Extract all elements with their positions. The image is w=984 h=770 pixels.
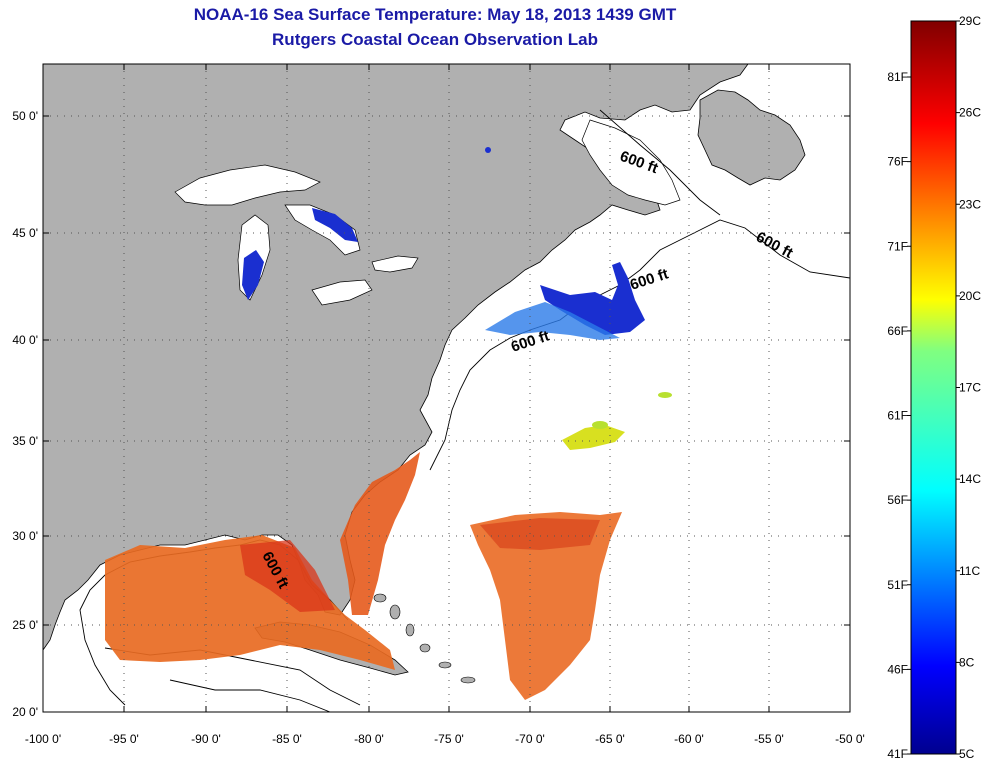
celsius-labels: 29C 26C 23C 20C 17C 14C 11C 8C 5C [959,14,981,761]
fahrenheit-label: 51F [887,578,908,592]
longitude-labels: -100 0' -95 0' -90 0' -85 0' -80 0' -75 0' -70… [25,732,865,746]
longitude-label: -95 0' [109,732,139,746]
longitude-label: -50 0' [835,732,865,746]
latitude-label: 35 0' [12,434,38,448]
longitude-label: -55 0' [754,732,784,746]
sst-green-small [658,392,672,398]
colorbar-ticks [907,20,960,755]
map-frame [42,63,851,713]
land-newfoundland [697,89,806,186]
fahrenheit-labels: 81F 76F 71F 66F 61F 56F 51F 46F 41F [887,70,908,761]
celsius-label: 23C [959,197,981,211]
fahrenheit-label: 81F [887,70,908,84]
fahrenheit-label: 71F [887,239,908,253]
sst-yellow-patch [562,425,625,450]
longitude-label: -85 0' [272,732,302,746]
fahrenheit-label: 41F [887,747,908,761]
celsius-label: 14C [959,472,981,486]
latitude-label: 20 0' [12,705,38,719]
gulf-st-lawrence [581,119,681,206]
fahrenheit-label: 61F [887,409,908,423]
celsius-label: 26C [959,106,981,120]
longitude-label: -60 0' [674,732,704,746]
sst-cold-gulf-of-maine [540,262,645,335]
land-north-america [43,64,749,651]
celsius-label: 5C [959,747,975,761]
sst-cold-lake-huron [312,208,358,242]
longitude-label: -75 0' [434,732,464,746]
map-grid [43,64,850,712]
sst-cool-shelf [485,302,620,340]
bahamas-islands [373,593,476,684]
fahrenheit-label: 76F [887,155,908,169]
celsius-label: 29C [959,14,981,28]
sst-cold-lake-michigan [242,250,264,300]
celsius-label: 11C [959,564,980,578]
sst-atlantic-warm [470,512,622,700]
longitude-label: -100 0' [25,732,61,746]
latitude-label: 40 0' [12,333,38,347]
latitude-label: 45 0' [12,226,38,240]
sst-gulf-of-mexico [105,535,395,670]
colorbar [910,20,957,755]
latitude-label: 25 0' [12,618,38,632]
celsius-label: 17C [959,381,981,395]
latitude-label: 50 0' [12,109,38,123]
longitude-label: -70 0' [515,732,545,746]
fahrenheit-label: 56F [887,493,908,507]
longitude-label: -80 0' [354,732,384,746]
longitude-label: -90 0' [191,732,221,746]
fahrenheit-label: 46F [887,662,908,676]
axis-ticks [42,64,851,713]
sst-yellow-small [592,421,608,429]
celsius-label: 20C [959,289,981,303]
longitude-label: -65 0' [595,732,625,746]
fahrenheit-label: 66F [887,324,908,338]
map-subtitle: Rutgers Coastal Ocean Observation Lab [272,30,598,49]
sst-cold-spot [485,147,491,153]
map-title: NOAA-16 Sea Surface Temperature: May 18,… [193,5,677,24]
sst-southeast-coast [340,452,420,615]
celsius-label: 8C [959,655,975,669]
latitude-labels: 50 0' 45 0' 40 0' 35 0' 30 0' 25 0' 20 0' [12,109,38,719]
sst-atlantic-hotspot [480,518,600,550]
latitude-label: 30 0' [12,529,38,543]
